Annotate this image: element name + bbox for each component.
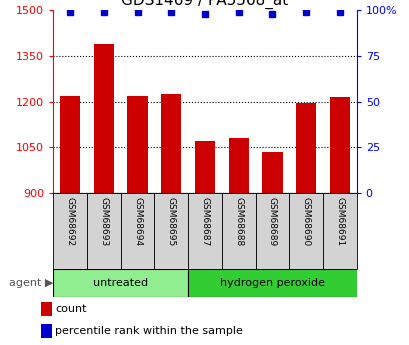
Bar: [53, 269, 188, 297]
Bar: [120, 193, 154, 269]
Title: GDS1469 / PA5568_at: GDS1469 / PA5568_at: [121, 0, 288, 9]
Bar: [188, 269, 356, 297]
Bar: [154, 193, 188, 269]
Bar: [161, 94, 181, 193]
Bar: [53, 193, 87, 269]
Text: GSM68691: GSM68691: [335, 197, 344, 246]
Text: GSM68687: GSM68687: [200, 197, 209, 246]
Bar: [262, 152, 282, 193]
Bar: [87, 193, 120, 269]
Bar: [329, 97, 349, 193]
Text: count: count: [55, 304, 87, 314]
Bar: [94, 44, 114, 193]
Bar: [295, 103, 315, 193]
Bar: [188, 193, 221, 269]
Text: untreated: untreated: [93, 278, 148, 288]
Bar: [194, 141, 215, 193]
Text: percentile rank within the sample: percentile rank within the sample: [55, 326, 243, 336]
Bar: [221, 193, 255, 269]
Bar: [255, 193, 289, 269]
Bar: [127, 96, 147, 193]
Bar: [322, 193, 356, 269]
Text: GSM68692: GSM68692: [65, 197, 74, 246]
Text: GSM68689: GSM68689: [267, 197, 276, 246]
Text: GSM68693: GSM68693: [99, 197, 108, 246]
Text: GSM68694: GSM68694: [133, 197, 142, 246]
Bar: [289, 193, 322, 269]
Text: agent ▶: agent ▶: [9, 278, 53, 288]
Text: GSM68688: GSM68688: [234, 197, 243, 246]
Bar: [228, 138, 248, 193]
Text: hydrogen peroxide: hydrogen peroxide: [219, 278, 324, 288]
Bar: [41, 303, 52, 316]
Bar: [41, 324, 52, 338]
Bar: [60, 96, 80, 193]
Text: GSM68690: GSM68690: [301, 197, 310, 246]
Text: GSM68695: GSM68695: [166, 197, 175, 246]
